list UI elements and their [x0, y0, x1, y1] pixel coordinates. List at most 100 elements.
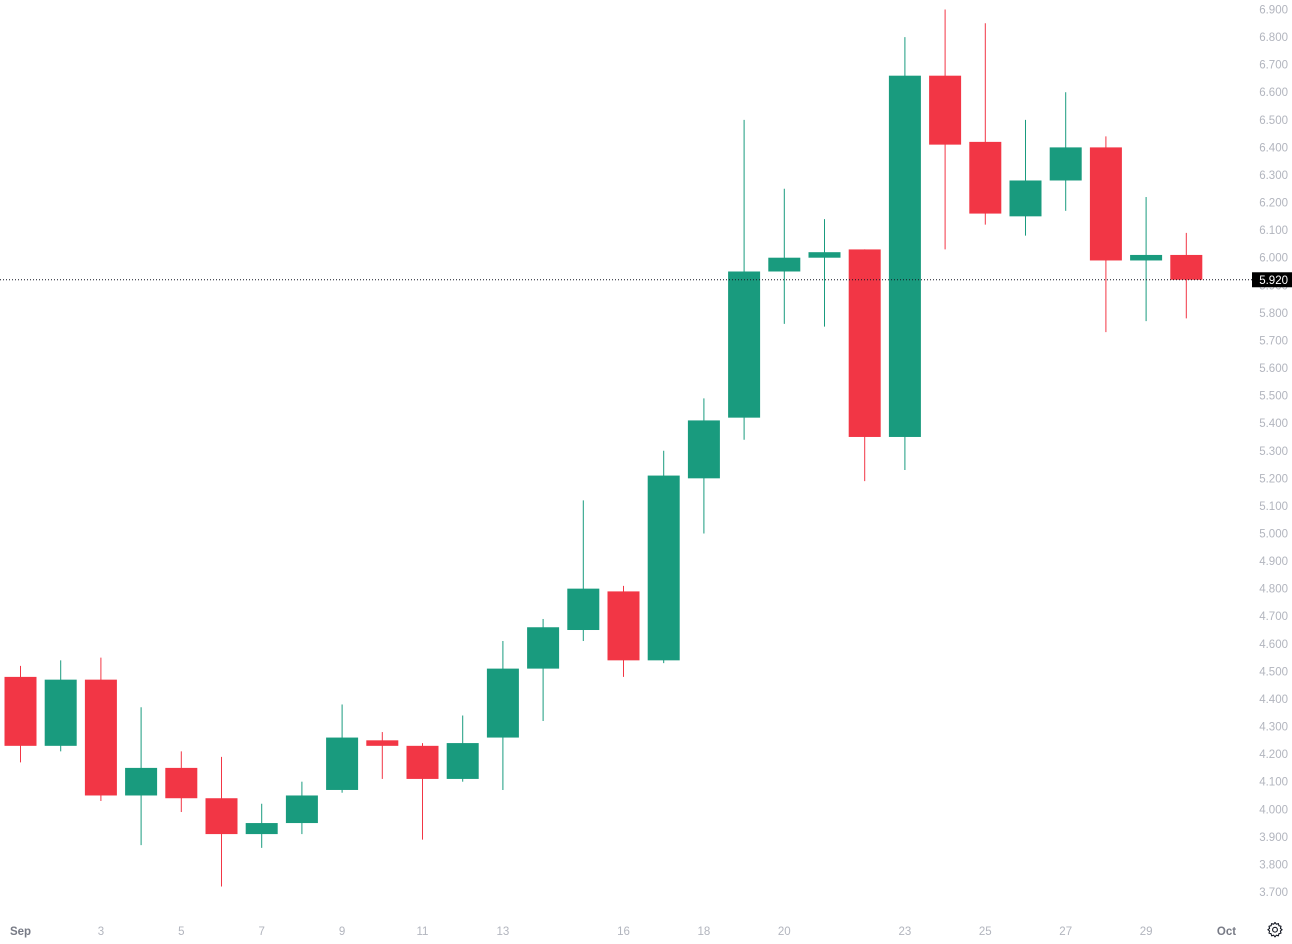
candle[interactable] — [84, 657, 117, 801]
candle-body — [366, 740, 399, 746]
candle[interactable] — [768, 188, 801, 324]
candle-body — [929, 75, 962, 145]
price-tick-label: 4.900 — [1259, 556, 1288, 568]
price-tick-label: 6.000 — [1259, 253, 1288, 265]
candle-body — [125, 767, 158, 796]
candle-body — [567, 588, 600, 631]
time-tick-label: 7 — [258, 926, 264, 938]
price-tick-label: 5.700 — [1259, 335, 1288, 347]
candle[interactable] — [728, 119, 761, 440]
candle-body — [1170, 254, 1203, 280]
price-tick-label: 6.100 — [1259, 225, 1288, 237]
candle[interactable] — [326, 704, 359, 793]
candle[interactable] — [1049, 92, 1082, 211]
price-tick-label: 5.100 — [1259, 501, 1288, 513]
candle-body — [848, 249, 881, 437]
time-tick-label: 13 — [497, 926, 510, 938]
candle-body — [44, 679, 77, 746]
price-tick-label: 3.900 — [1259, 832, 1288, 844]
price-tick-label: 4.200 — [1259, 749, 1288, 761]
price-axis[interactable]: 3.700 3.800 3.900 4.000 4.100 4.200 4.300 4.400… — [1259, 5, 1288, 900]
price-tick-label: 4.700 — [1259, 611, 1288, 623]
candle[interactable] — [647, 450, 680, 664]
candle-body — [808, 252, 841, 258]
candle[interactable] — [486, 641, 519, 790]
price-tick-label: 6.900 — [1259, 5, 1288, 17]
current-price-tag: 5.920 — [1252, 272, 1292, 288]
current-price-label: 5.920 — [1259, 275, 1288, 287]
candle-body — [647, 475, 680, 661]
price-tick-label: 5.500 — [1259, 391, 1288, 403]
candle[interactable] — [848, 249, 881, 482]
candle-body — [1089, 147, 1122, 261]
price-tick-label: 4.800 — [1259, 584, 1288, 596]
candle[interactable] — [125, 707, 158, 846]
time-tick-label: 16 — [617, 926, 630, 938]
price-tick-label: 3.800 — [1259, 859, 1288, 871]
candle[interactable] — [44, 660, 77, 752]
candle[interactable] — [366, 732, 399, 779]
time-tick-label: 20 — [778, 926, 791, 938]
price-tick-label: 6.600 — [1259, 87, 1288, 99]
price-tick-label: 5.600 — [1259, 363, 1288, 375]
candle-body — [728, 271, 761, 418]
price-tick-label: 5.200 — [1259, 473, 1288, 485]
candle-body — [406, 745, 439, 779]
price-tick-label: 5.300 — [1259, 446, 1288, 458]
candle-body — [285, 795, 318, 824]
candle[interactable] — [285, 781, 318, 835]
price-tick-label: 6.500 — [1259, 115, 1288, 127]
candle-body — [1009, 180, 1042, 217]
candle[interactable] — [808, 219, 841, 327]
candle[interactable] — [969, 23, 1002, 225]
time-tick-label: 29 — [1140, 926, 1153, 938]
candle-body — [205, 798, 238, 835]
candle-body — [165, 767, 198, 799]
candle[interactable] — [1170, 232, 1203, 319]
candles-layer — [4, 9, 1203, 887]
time-tick-label: 25 — [979, 926, 992, 938]
candle[interactable] — [929, 9, 962, 250]
candle[interactable] — [446, 715, 479, 782]
candle-body — [768, 257, 801, 272]
candle-body — [486, 668, 519, 738]
price-tick-label: 4.300 — [1259, 722, 1288, 734]
candle[interactable] — [567, 500, 600, 642]
candle[interactable] — [607, 585, 640, 677]
candle[interactable] — [888, 37, 921, 471]
price-tick-label: 4.000 — [1259, 804, 1288, 816]
candle-body — [1049, 147, 1082, 181]
candle[interactable] — [527, 618, 560, 722]
gear-icon[interactable] — [1266, 921, 1284, 939]
candle[interactable] — [1009, 119, 1042, 236]
candle[interactable] — [4, 665, 37, 763]
candle[interactable] — [1130, 197, 1163, 322]
gear-icon-graphic — [1267, 921, 1283, 938]
current-price-tag-background — [1252, 272, 1292, 288]
candle-body — [4, 676, 37, 746]
time-tick-label: Oct — [1217, 926, 1236, 938]
candle[interactable] — [165, 751, 198, 813]
time-tick-label: Sep — [10, 926, 31, 938]
candle[interactable] — [1089, 136, 1122, 333]
time-axis[interactable]: Sep 3 5 7 9 11 13 16 18 20 23 25 27 29 Oct — [10, 926, 1236, 938]
time-tick-label: 3 — [98, 926, 104, 938]
candle-body — [527, 627, 560, 669]
time-tick-label: 18 — [698, 926, 711, 938]
price-tick-label: 6.700 — [1259, 60, 1288, 72]
price-tick-label: 4.100 — [1259, 777, 1288, 789]
candle-body — [245, 823, 278, 835]
candle-body — [1130, 254, 1163, 261]
price-tick-label: 6.200 — [1259, 198, 1288, 210]
time-tick-label: 11 — [417, 926, 429, 938]
candle-body — [326, 737, 359, 790]
candle[interactable] — [406, 743, 439, 840]
candle[interactable] — [205, 756, 238, 887]
candle[interactable] — [245, 803, 278, 848]
candle[interactable] — [687, 398, 720, 534]
candle-body — [607, 591, 640, 661]
price-tick-label: 5.400 — [1259, 418, 1288, 430]
time-tick-label: 27 — [1059, 926, 1072, 938]
price-tick-label: 3.700 — [1259, 887, 1288, 899]
